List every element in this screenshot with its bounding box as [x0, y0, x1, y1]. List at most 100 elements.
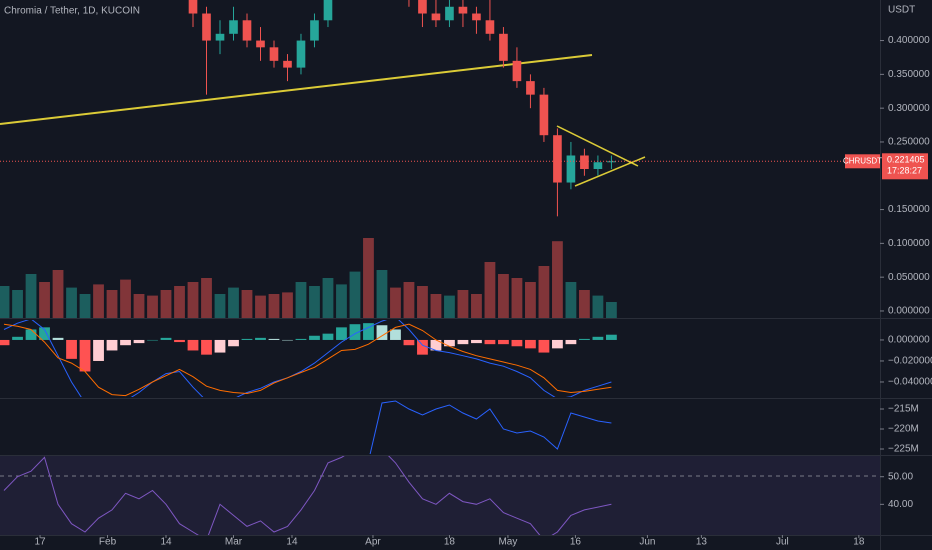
histogram-bar [52, 337, 64, 340]
y-tick-label: 0.100000 [888, 238, 930, 249]
volume-bar [147, 295, 158, 318]
histogram-bar [498, 339, 509, 345]
triangle-upper [556, 125, 639, 167]
volume-bar [552, 241, 563, 318]
x-tick-label: 17 [34, 537, 46, 548]
candle-body [323, 0, 333, 21]
candle-body [499, 33, 508, 61]
volume-bar [201, 278, 212, 318]
candle-body [310, 20, 319, 41]
candle-body [512, 60, 522, 82]
volume-bar [606, 302, 617, 318]
candle-body [242, 20, 252, 41]
volume-bar [66, 287, 77, 318]
y-tick-label: 0.300000 [888, 103, 930, 114]
histogram-bar [147, 339, 158, 341]
x-tick-label: 14 [160, 537, 172, 548]
histogram-bar [484, 339, 496, 345]
candle-body [539, 94, 549, 136]
candle-body [526, 81, 535, 95]
histogram-bar [133, 339, 145, 344]
y-tick-label: 0.150000 [888, 204, 930, 215]
histogram-bar [0, 339, 10, 346]
candle-body [256, 40, 265, 48]
candle-body [607, 161, 616, 163]
volume-bar [93, 284, 104, 318]
histogram-bar [349, 324, 361, 340]
line [3, 320, 612, 397]
volume-bar [160, 290, 172, 318]
rsi-band [0, 456, 880, 535]
histogram-bar [390, 329, 401, 340]
histogram-bar [66, 339, 77, 359]
line [3, 323, 612, 397]
volume-bar [228, 287, 239, 318]
volume-bar [457, 290, 469, 318]
histogram-bar [201, 339, 212, 355]
y-tick-label: 40.00 [888, 499, 913, 510]
volume-bar [565, 282, 577, 318]
volume-bar [525, 282, 536, 318]
histogram-bar [295, 338, 307, 340]
histogram-bar [93, 339, 104, 361]
volume-bar [349, 271, 361, 318]
histogram-bar [120, 339, 131, 346]
histogram-bar [187, 339, 199, 351]
volume-bar [376, 270, 388, 318]
candle-body [580, 155, 589, 170]
triangle-lower [574, 156, 646, 187]
histogram-bar [336, 327, 347, 340]
volume-bar [255, 295, 266, 318]
x-tick-label: Mar [225, 537, 243, 548]
pane [3, 456, 612, 535]
histogram-bar [363, 323, 374, 340]
candle-body [202, 13, 211, 41]
y-tick-label: −225M [888, 444, 919, 455]
volume-bar [471, 294, 482, 318]
histogram-bar [12, 336, 23, 340]
volume-bar [579, 290, 590, 318]
histogram-bar [106, 339, 118, 351]
volume-bar [12, 290, 23, 318]
histogram-bar [241, 338, 253, 340]
histogram-bar [255, 337, 266, 340]
volume-bar [484, 262, 496, 318]
y-tick-label: 0.000000 [888, 335, 930, 346]
x-tick-label: 13 [696, 537, 708, 548]
last-price-label: 0.221405 [887, 155, 925, 165]
pane [369, 400, 612, 454]
volume-bar [390, 287, 401, 318]
histogram-bar [376, 325, 388, 340]
volume-bar [52, 270, 64, 318]
histogram-bar [552, 339, 563, 349]
histogram-bar [471, 339, 482, 344]
volume-bar [187, 282, 199, 318]
candle-body [485, 20, 495, 34]
histogram-bar [214, 339, 226, 353]
y-axis-label: USDT [888, 5, 915, 16]
x-tick-label: Jun [639, 537, 655, 548]
histogram-bar [511, 339, 523, 347]
pane [0, 320, 617, 397]
candle-body [566, 155, 576, 183]
volume-bar [498, 274, 509, 318]
y-tick-label: 0.250000 [888, 137, 930, 148]
volume-bar [0, 286, 10, 318]
volume-bar [174, 286, 185, 318]
y-tick-label: 0.350000 [888, 69, 930, 80]
volume-bar [25, 274, 37, 318]
histogram-bar [268, 338, 280, 340]
volume-bar [444, 295, 455, 318]
histogram-bar [39, 327, 50, 340]
histogram-bar [606, 334, 617, 340]
histogram-bar [403, 339, 415, 346]
symbol-label: CHRUSDT [843, 156, 882, 165]
price-tag [882, 153, 928, 180]
x-tick-label: Feb [99, 537, 117, 548]
x-tick-label: May [498, 537, 517, 548]
y-tick-label: −215M [888, 404, 919, 415]
y-tick-label: 0.050000 [888, 272, 930, 283]
candle-body [188, 0, 198, 14]
